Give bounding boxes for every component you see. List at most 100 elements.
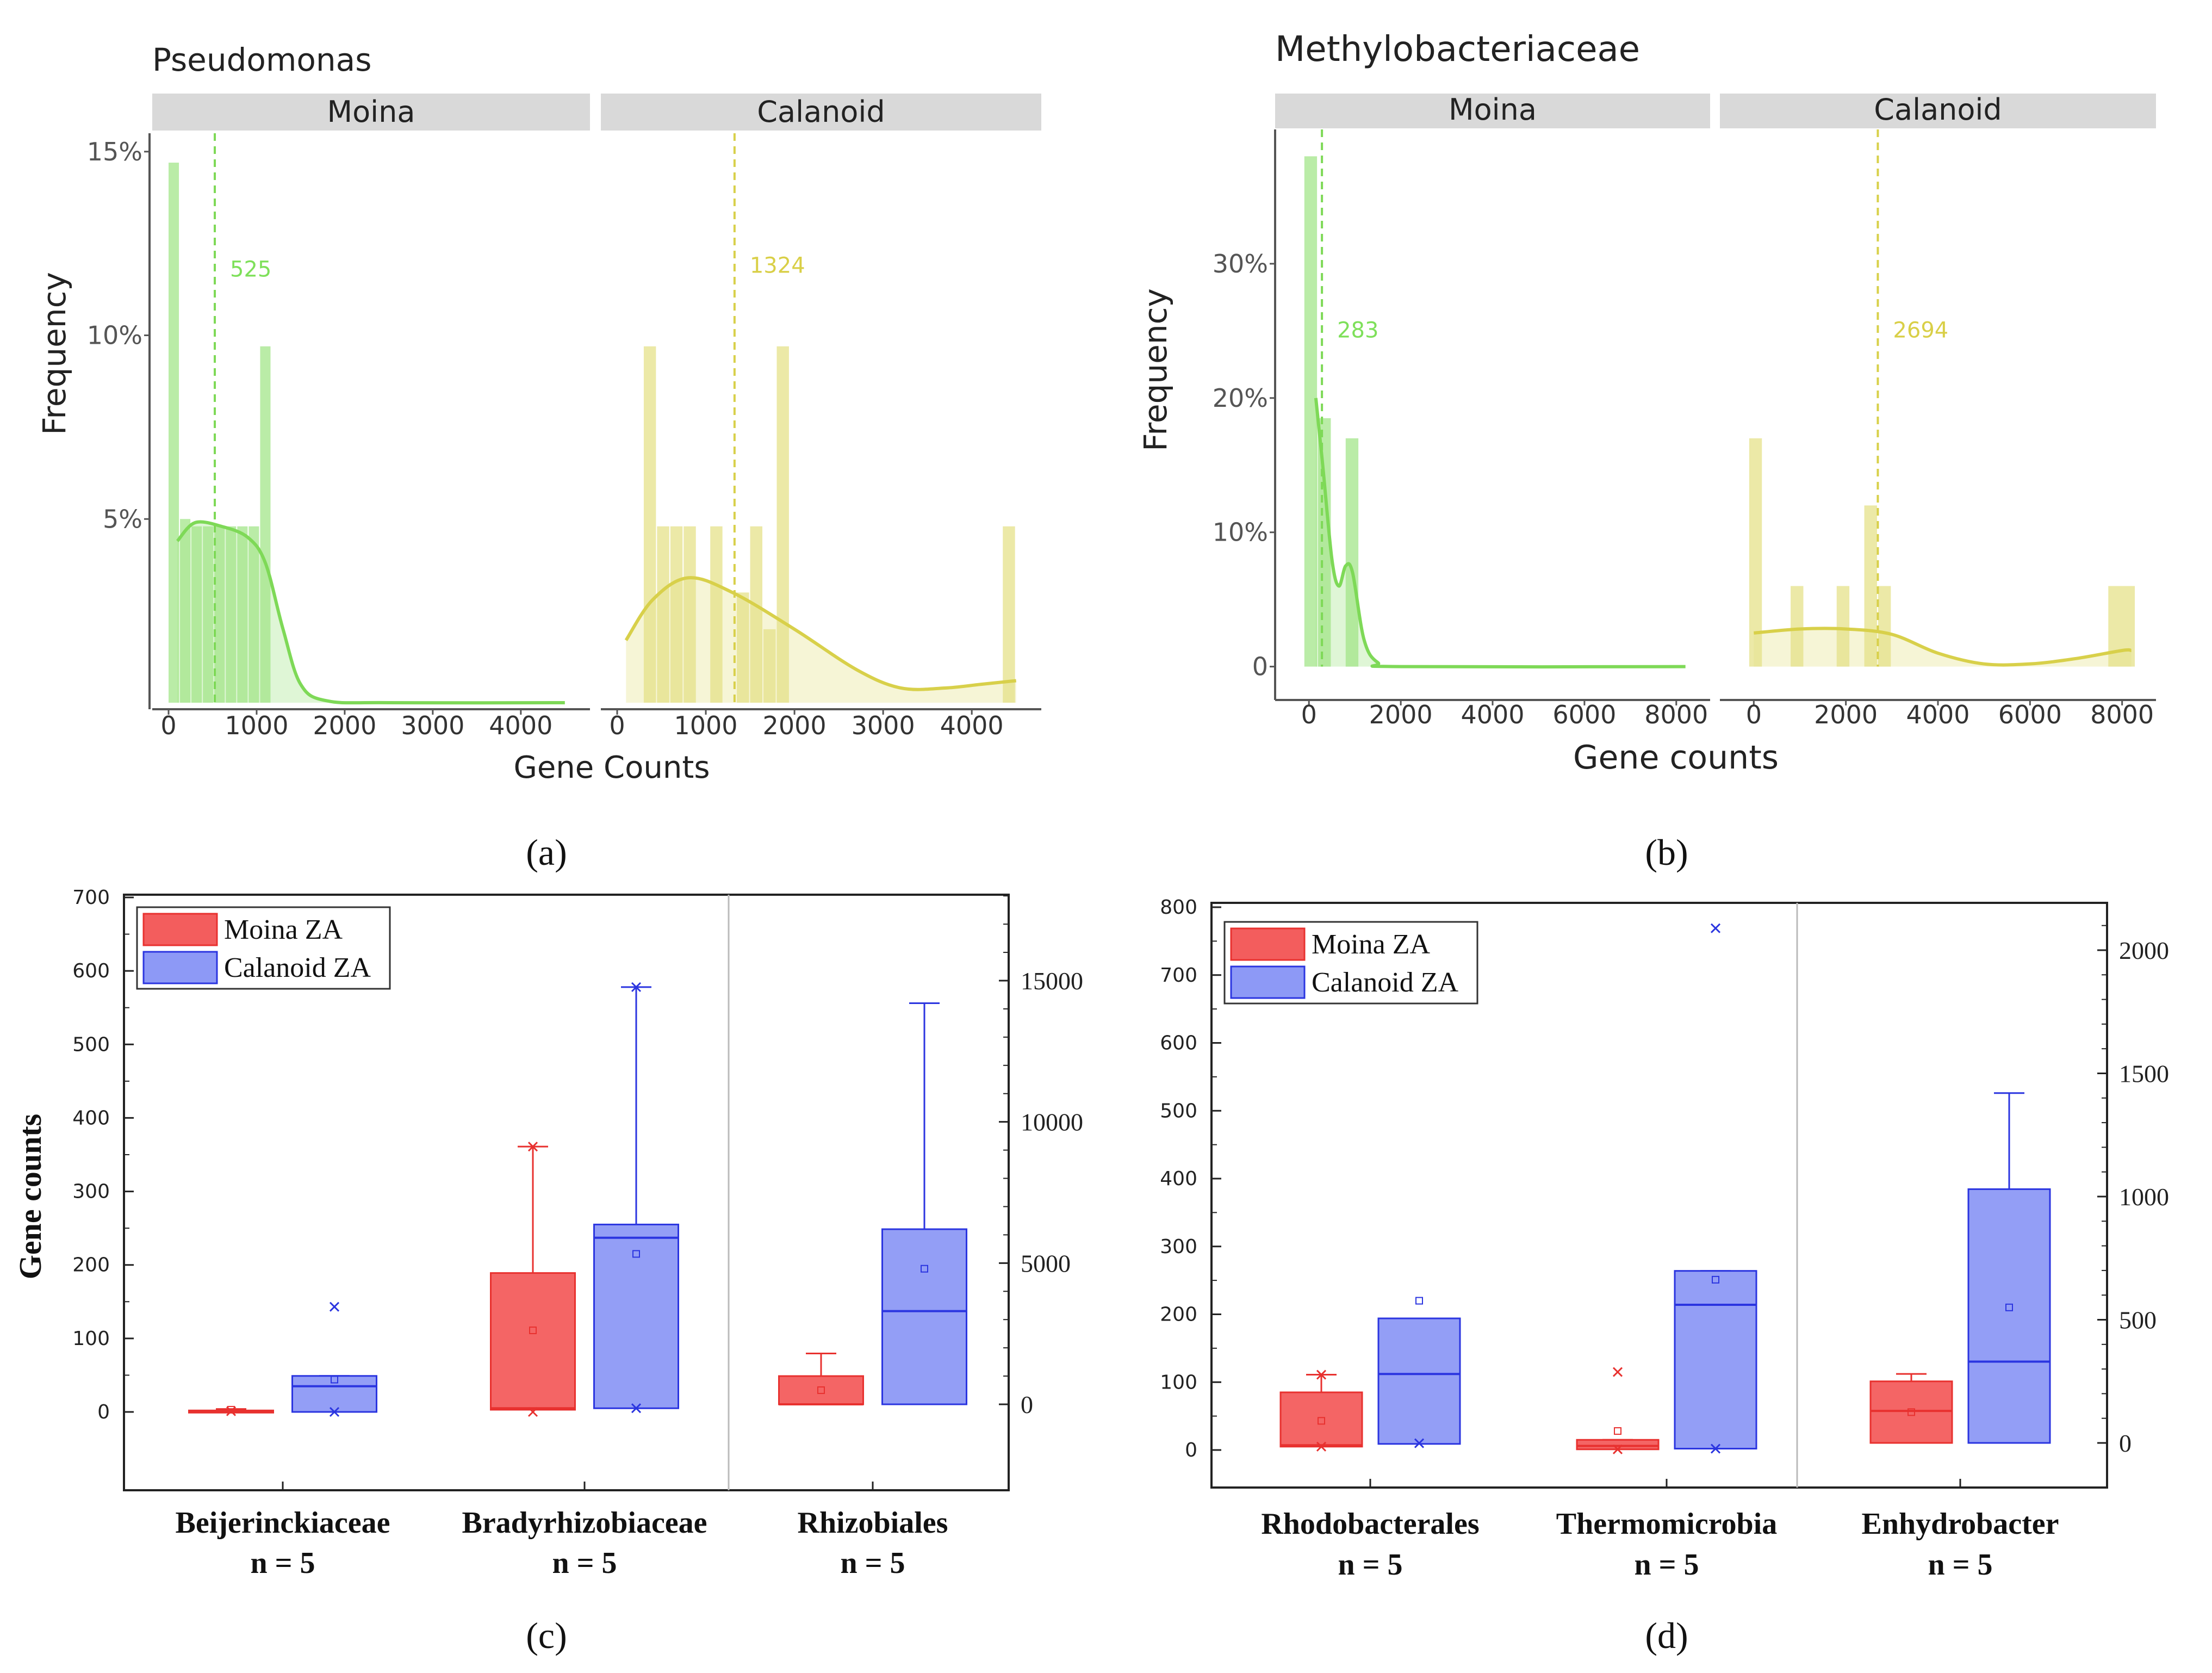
box-iqr [1869,1380,1953,1444]
left-y-tick-label: 100 [72,1328,110,1350]
mean-marker [921,1265,928,1273]
figure-label-b: (b) [1645,832,1688,873]
panel-c-boxplot: Gene counts 0 100 200 300 400 500 600 700 0 5000 1… [13,887,1083,1580]
facet-strip-label: Calanoid [757,95,885,129]
histogram-bar [226,526,237,703]
x-tick-label: 0 [1746,700,1762,729]
x-tick-label: 2000 [1814,700,1878,729]
legend-label: Moina ZA [224,914,343,945]
facet-strip-label: Moina [327,95,415,129]
box-iqr [490,1272,576,1411]
mean-marker [817,1386,825,1395]
right-y-tick-label: 15000 [1021,967,1083,995]
right-y-tick-label: 0 [2119,1429,2132,1457]
legend-swatch [142,951,218,984]
histogram-bar [237,526,248,703]
category-n-label: n = 5 [840,1546,905,1580]
density-curve [1754,627,2132,667]
histogram-bar [1003,526,1015,703]
histogram-bar [737,592,749,703]
boxplot-area: 0 100 200 300 400 500 600 700 0 5000 10000 15000 Bei… [72,887,1083,1580]
x-tick-label: 1000 [674,711,738,740]
y-tick-label: 15% [87,137,142,166]
x-tick-label: 8000 [1644,700,1708,729]
density-curve [624,576,1017,691]
moina-box [1869,1373,1953,1444]
density-area [177,522,565,703]
outlier-marker [1414,1438,1425,1448]
panel-b-methylobacteriaceae: Methylobacteriaceae Frequency Gene count… [1137,29,2156,777]
histogram-bar [203,526,214,703]
moina-box [188,1405,274,1416]
density-curve [1314,398,1686,669]
category-n-label: n = 5 [1634,1548,1699,1582]
histogram-bar [214,526,225,703]
y-tick-label: 10% [87,321,142,350]
calanoid-box [593,982,679,1414]
left-y-tick-label: 700 [1160,964,1197,987]
x-tick-label: 3000 [401,711,464,740]
histogram-bar [710,526,723,703]
histogram-bar [1791,586,1804,667]
mean-marker [2005,1303,2013,1311]
histogram-bar [1304,156,1318,667]
x-tick-label: 2000 [1369,700,1433,729]
left-y-tick-label: 400 [1160,1168,1197,1190]
outlier-marker [1316,1441,1327,1452]
mean-label: 525 [230,257,271,282]
outlier-marker [527,1406,538,1417]
x-tick-label: 6000 [1552,700,1616,729]
facet-strip-label: Moina [1449,92,1537,127]
right-y-tick-label: 500 [2119,1306,2157,1334]
plot-frame [123,894,1010,1491]
figure-label-d: (d) [1645,1615,1688,1656]
right-y-tick-label: 1500 [2119,1060,2169,1088]
outlier-marker [631,982,642,992]
category-label: Thermomicrobia [1556,1507,1777,1541]
y-axis-label: Gene counts [13,1114,48,1280]
mean-marker [331,1375,338,1384]
left-y-tick-label: 600 [1160,1032,1197,1055]
moina-box [778,1353,864,1405]
histogram-bar [1836,586,1850,667]
mean-label: 1324 [750,253,805,278]
x-tick-label: 0 [609,711,625,740]
left-y-tick-label: 800 [1160,896,1197,919]
x-tick-label: 1000 [225,711,288,740]
facet-strip [601,94,1041,131]
x-tick-label: 4000 [1461,700,1524,729]
left-y-tick-label: 0 [1185,1439,1197,1461]
histogram-bar [643,346,656,703]
box-iqr [593,1223,679,1409]
panel-d-boxplot: 0 100 200 300 400 500 600 700 800 0 500 1000 1500 200… [1160,896,2169,1582]
y-tick-label: 5% [103,504,142,534]
density-area [1754,628,2132,667]
x-tick-label: 4000 [1906,700,1969,729]
legend-label: Moina ZA [1312,929,1431,960]
category-n-label: n = 5 [1928,1548,1992,1582]
moina-box [490,1142,576,1417]
x-tick-label: 4000 [940,711,1004,740]
left-y-tick-label: 600 [72,960,110,982]
box-iqr [1967,1188,2051,1444]
outlier-marker [226,1406,237,1416]
x-tick-label: 6000 [1998,700,2062,729]
histogram-bar [1864,505,1877,667]
legend-label: Calanoid ZA [224,952,371,983]
x-axis-label: Gene counts [1573,739,1779,777]
mean-marker [1318,1417,1325,1425]
mean-marker [1907,1408,1915,1416]
left-y-tick-label: 100 [1160,1371,1197,1393]
left-y-tick-label: 700 [72,887,110,909]
boxplot-area: 0 100 200 300 400 500 600 700 800 0 500 1000 1500 200… [1160,896,2169,1582]
left-y-tick-label: 200 [72,1254,110,1277]
left-y-tick-label: 500 [72,1033,110,1056]
y-tick-label: 10% [1213,518,1268,547]
histogram-bar [191,526,202,703]
outlier-marker [1316,1370,1327,1380]
plot-frame [1210,902,2108,1489]
x-tick-label: 8000 [2090,700,2154,729]
outlier-marker [329,1406,340,1417]
right-y-tick-label: 5000 [1021,1249,1071,1277]
y-axis-label: Frequency [36,272,73,435]
